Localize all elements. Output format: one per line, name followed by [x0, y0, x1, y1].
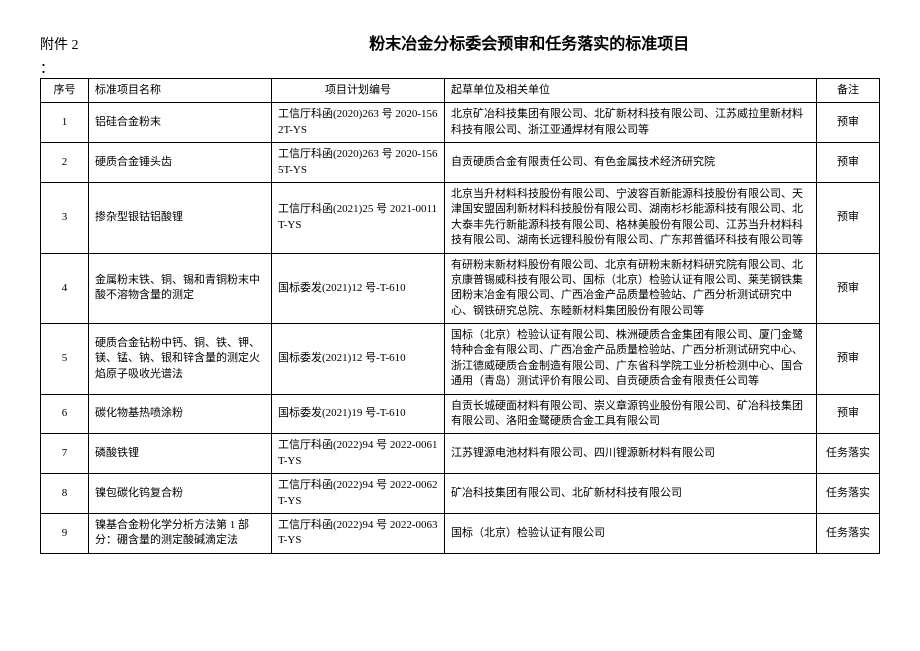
table-row: 2硬质合金锤头齿工信厅科函(2020)263 号 2020-1565T-YS自贡… [41, 143, 880, 183]
cell-name: 镍基合金粉化学分析方法第 1 部分：硼含量的测定酸碱滴定法 [89, 513, 272, 553]
colon-char: ： [40, 58, 880, 78]
cell-name: 金属粉末铁、铜、锡和青铜粉末中酸不溶物含量的测定 [89, 253, 272, 324]
table-row: 9镍基合金粉化学分析方法第 1 部分：硼含量的测定酸碱滴定法工信厅科函(2022… [41, 513, 880, 553]
cell-seq: 1 [41, 103, 89, 143]
cell-plan: 工信厅科函(2020)263 号 2020-1565T-YS [272, 143, 445, 183]
col-header-seq: 序号 [41, 79, 89, 103]
cell-name: 碳化物基热喷涂粉 [89, 394, 272, 434]
cell-note: 预审 [817, 253, 880, 324]
cell-plan: 国标委发(2021)19 号-T-610 [272, 394, 445, 434]
cell-note: 预审 [817, 324, 880, 395]
table-row: 6碳化物基热喷涂粉国标委发(2021)19 号-T-610自贡长城硬面材料有限公… [41, 394, 880, 434]
cell-seq: 5 [41, 324, 89, 395]
standards-table: 序号 标准项目名称 项目计划编号 起草单位及相关单位 备注 1铝硅合金粉末工信厅… [40, 78, 880, 554]
attachment-label: 附件 2 [40, 34, 79, 54]
cell-plan: 工信厅科函(2022)94 号 2022-0061T-YS [272, 434, 445, 474]
cell-plan: 国标委发(2021)12 号-T-610 [272, 324, 445, 395]
cell-name: 掺杂型银钴铝酸锂 [89, 182, 272, 253]
cell-note: 预审 [817, 394, 880, 434]
cell-note: 预审 [817, 103, 880, 143]
col-header-plan: 项目计划编号 [272, 79, 445, 103]
cell-note: 预审 [817, 143, 880, 183]
cell-org: 自贡长城硬面材料有限公司、崇义章源钨业股份有限公司、矿冶科技集团有限公司、洛阳金… [445, 394, 817, 434]
col-header-name: 标准项目名称 [89, 79, 272, 103]
cell-plan: 工信厅科函(2020)263 号 2020-1562T-YS [272, 103, 445, 143]
cell-org: 自贡硬质合金有限责任公司、有色金属技术经济研究院 [445, 143, 817, 183]
table-row: 1铝硅合金粉末工信厅科函(2020)263 号 2020-1562T-YS北京矿… [41, 103, 880, 143]
table-row: 3掺杂型银钴铝酸锂工信厅科函(2021)25 号 2021-0011T-YS北京… [41, 182, 880, 253]
cell-note: 任务落实 [817, 513, 880, 553]
cell-seq: 7 [41, 434, 89, 474]
cell-name: 硬质合金锤头齿 [89, 143, 272, 183]
cell-name: 硬质合金钻粉中钙、铜、铁、钾、镁、锰、钠、银和锌含量的测定火焰原子吸收光谱法 [89, 324, 272, 395]
table-row: 7磷酸铁锂工信厅科函(2022)94 号 2022-0061T-YS江苏锂源电池… [41, 434, 880, 474]
cell-seq: 4 [41, 253, 89, 324]
cell-name: 铝硅合金粉末 [89, 103, 272, 143]
cell-seq: 3 [41, 182, 89, 253]
cell-name: 镍包碳化钨复合粉 [89, 474, 272, 514]
cell-org: 国标（北京）检验认证有限公司 [445, 513, 817, 553]
page-title: 粉末冶金分标委会预审和任务落实的标准项目 [179, 30, 881, 54]
cell-plan: 工信厅科函(2022)94 号 2022-0062T-YS [272, 474, 445, 514]
cell-note: 任务落实 [817, 474, 880, 514]
cell-org: 江苏锂源电池材料有限公司、四川锂源新材料有限公司 [445, 434, 817, 474]
cell-note: 任务落实 [817, 434, 880, 474]
cell-plan: 工信厅科函(2022)94 号 2022-0063T-YS [272, 513, 445, 553]
table-header-row: 序号 标准项目名称 项目计划编号 起草单位及相关单位 备注 [41, 79, 880, 103]
cell-org: 北京矿冶科技集团有限公司、北矿新材科技有限公司、江苏威拉里新材料科技有限公司、浙… [445, 103, 817, 143]
cell-seq: 8 [41, 474, 89, 514]
cell-org: 矿冶科技集团有限公司、北矿新材科技有限公司 [445, 474, 817, 514]
cell-note: 预审 [817, 182, 880, 253]
cell-name: 磷酸铁锂 [89, 434, 272, 474]
cell-plan: 工信厅科函(2021)25 号 2021-0011T-YS [272, 182, 445, 253]
col-header-note: 备注 [817, 79, 880, 103]
col-header-org: 起草单位及相关单位 [445, 79, 817, 103]
table-row: 4金属粉末铁、铜、锡和青铜粉末中酸不溶物含量的测定国标委发(2021)12 号-… [41, 253, 880, 324]
cell-seq: 2 [41, 143, 89, 183]
cell-org: 北京当升材料科技股份有限公司、宁波容百新能源科技股份有限公司、天津国安盟固利新材… [445, 182, 817, 253]
cell-seq: 6 [41, 394, 89, 434]
cell-seq: 9 [41, 513, 89, 553]
table-row: 8镍包碳化钨复合粉工信厅科函(2022)94 号 2022-0062T-YS矿冶… [41, 474, 880, 514]
cell-org: 有研粉末新材料股份有限公司、北京有研粉末新材料研究院有限公司、北京康普锡威科技有… [445, 253, 817, 324]
table-body: 1铝硅合金粉末工信厅科函(2020)263 号 2020-1562T-YS北京矿… [41, 103, 880, 553]
cell-org: 国标（北京）检验认证有限公司、株洲硬质合金集团有限公司、厦门金鹭特种合金有限公司… [445, 324, 817, 395]
table-row: 5硬质合金钻粉中钙、铜、铁、钾、镁、锰、钠、银和锌含量的测定火焰原子吸收光谱法国… [41, 324, 880, 395]
cell-plan: 国标委发(2021)12 号-T-610 [272, 253, 445, 324]
